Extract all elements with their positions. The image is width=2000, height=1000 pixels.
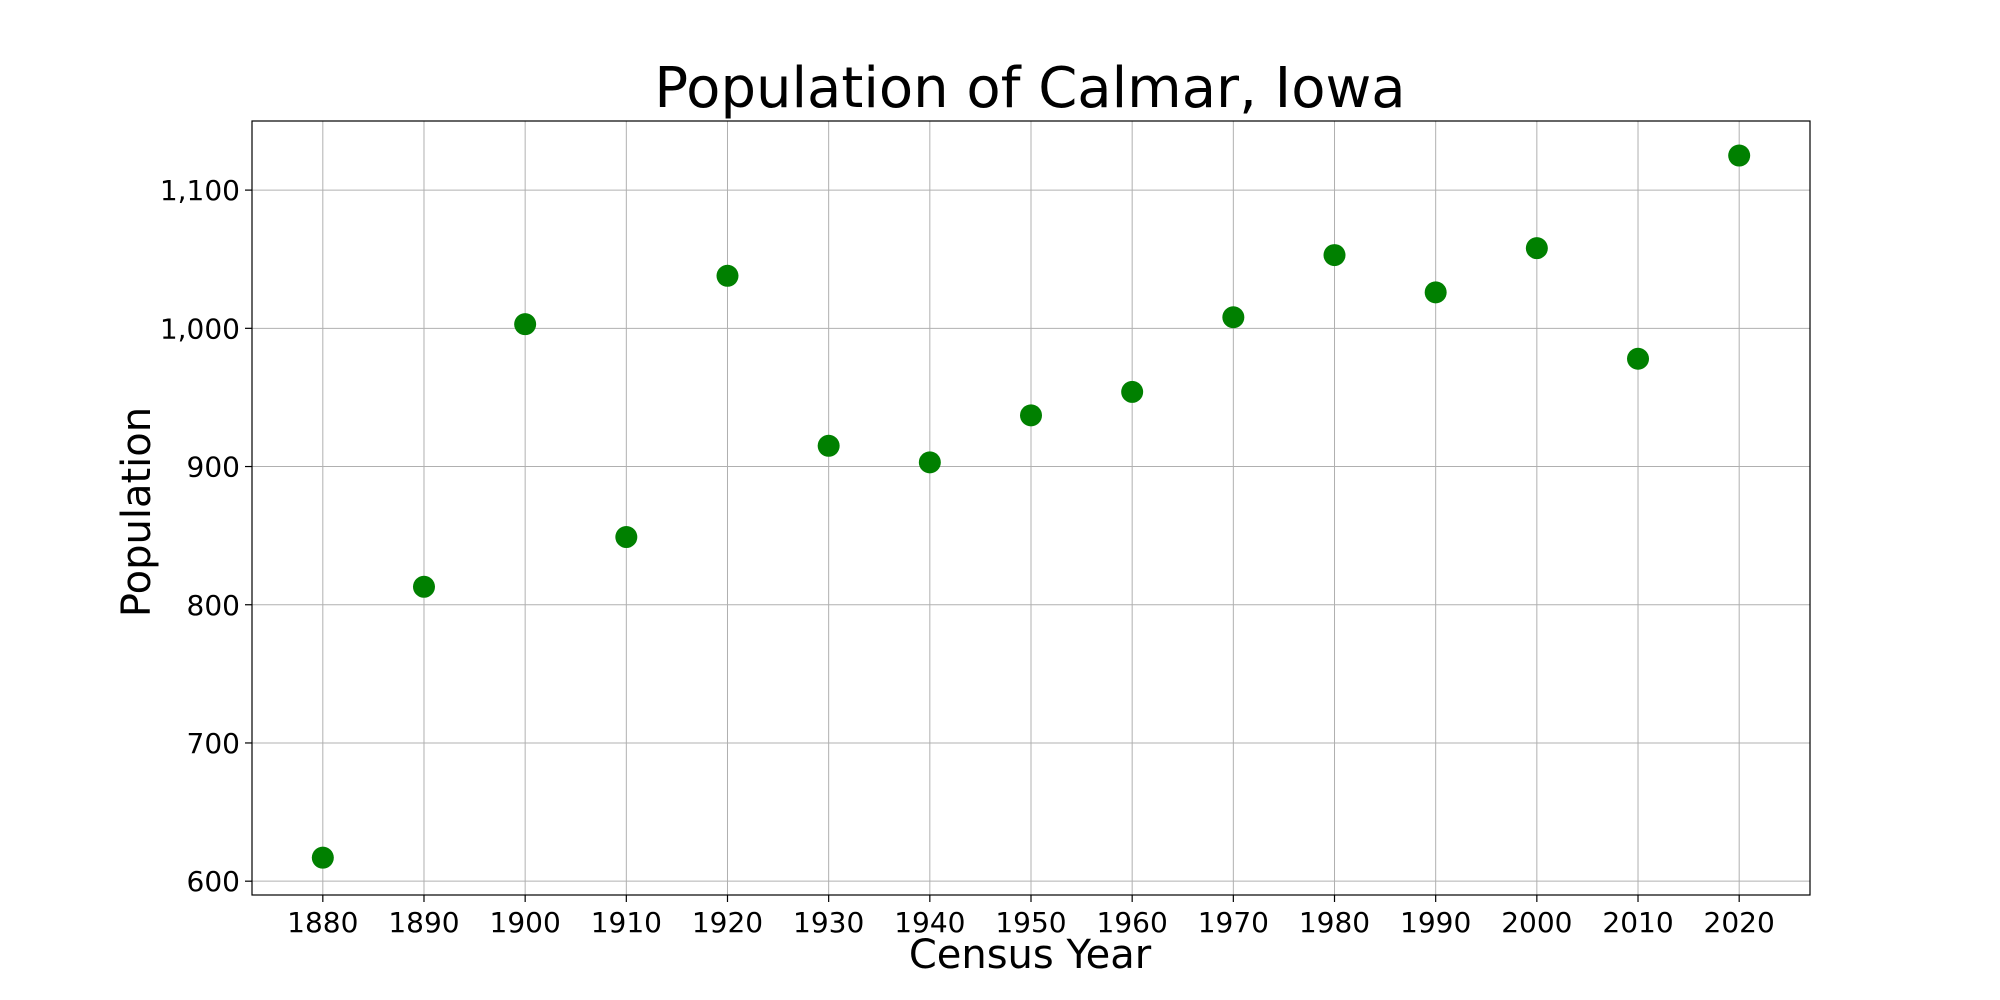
x-axis-label: Census Year	[909, 932, 1152, 978]
y-tick-label: 900	[187, 451, 240, 484]
x-tick-label: 1900	[490, 906, 561, 939]
x-tick-label: 1880	[287, 906, 358, 939]
chart-title: Population of Calmar, Iowa	[654, 56, 1405, 121]
x-tick-label: 1950	[995, 906, 1066, 939]
y-axis-ticks: 600 700 800 900 1,000 1,100	[160, 174, 252, 898]
data-point-1890	[412, 575, 435, 598]
data-points	[311, 144, 1751, 869]
x-tick-label: 1920	[692, 906, 763, 939]
y-tick-label: 800	[187, 589, 240, 622]
y-tick-label: 1,000	[160, 312, 240, 345]
data-point-2020	[1728, 144, 1751, 167]
x-tick-label: 1910	[591, 906, 662, 939]
x-tick-label: 1990	[1400, 906, 1471, 939]
data-point-2000	[1525, 237, 1548, 260]
x-tick-label: 1960	[1097, 906, 1168, 939]
x-tick-label: 2020	[1704, 906, 1775, 939]
x-tick-label: 2010	[1602, 906, 1673, 939]
data-point-1930	[817, 434, 840, 457]
data-point-1900	[514, 313, 537, 336]
y-axis-label: Population	[114, 407, 160, 617]
x-tick-label: 2000	[1501, 906, 1572, 939]
data-point-1940	[918, 451, 941, 474]
data-point-1920	[716, 264, 739, 287]
y-tick-label: 700	[187, 727, 240, 760]
data-point-1990	[1424, 281, 1447, 304]
data-point-1910	[615, 526, 638, 549]
y-tick-label: 600	[187, 865, 240, 898]
data-point-1980	[1323, 244, 1346, 267]
y-tick-label: 1,100	[160, 174, 240, 207]
x-axis-ticks: 1880 1890 1900 1910 1920 1930 1940 1950 1960 1970…	[287, 895, 1775, 939]
data-point-1970	[1222, 306, 1245, 329]
data-point-1950	[1020, 404, 1042, 427]
x-tick-label: 1980	[1299, 906, 1370, 939]
data-point-1880	[311, 846, 334, 869]
data-point-1960	[1121, 380, 1144, 403]
data-point-2010	[1627, 347, 1650, 370]
x-tick-label: 1930	[793, 906, 864, 939]
x-tick-label: 1970	[1198, 906, 1269, 939]
x-tick-label: 1940	[894, 906, 965, 939]
x-tick-label: 1890	[388, 906, 459, 939]
